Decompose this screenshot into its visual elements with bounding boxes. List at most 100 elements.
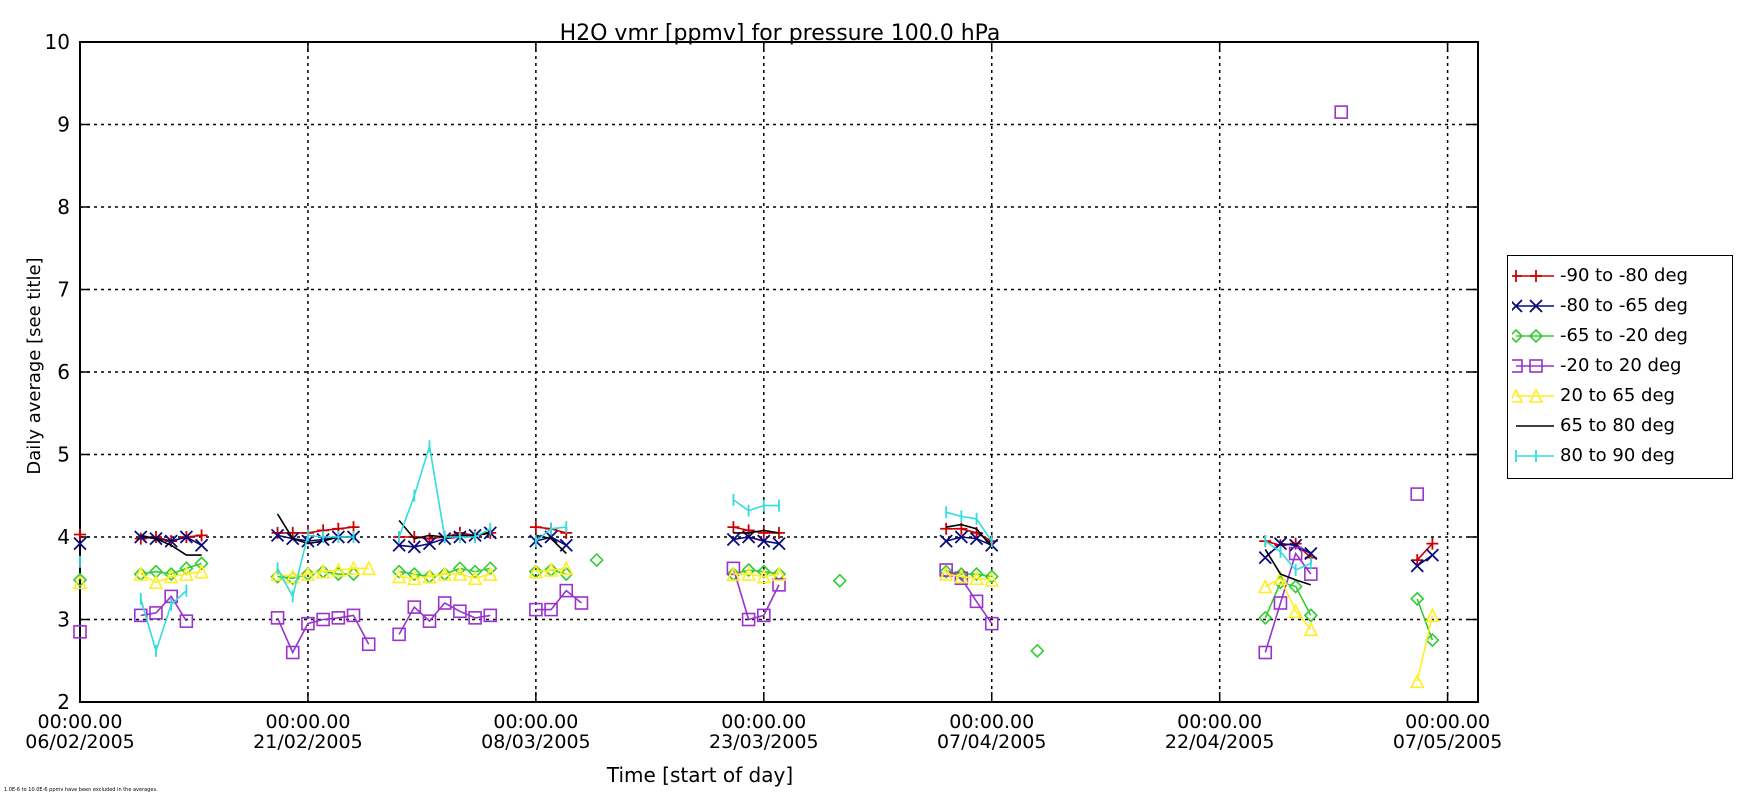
data-point bbox=[391, 564, 407, 579]
data-point bbox=[529, 521, 542, 534]
x-tick-time: 00:00.00 bbox=[265, 711, 350, 733]
legend-swatch bbox=[1512, 388, 1554, 403]
series-layer bbox=[72, 105, 1440, 689]
data-point bbox=[528, 563, 544, 579]
data-point bbox=[467, 570, 483, 586]
data-point bbox=[407, 570, 422, 586]
legend-label: 20 to 65 deg bbox=[1560, 385, 1675, 406]
y-tick-label: 8 bbox=[57, 195, 70, 219]
legend-marker bbox=[1529, 359, 1543, 373]
legend-item: -90 to -80 deg bbox=[1512, 262, 1730, 292]
x-axis: 00:00.0006/02/200500:00.0021/02/200500:0… bbox=[25, 42, 1502, 753]
data-point bbox=[1258, 550, 1272, 565]
series-line bbox=[733, 573, 780, 578]
data-point bbox=[73, 536, 87, 551]
data-point bbox=[832, 573, 847, 588]
series-line bbox=[276, 534, 354, 599]
data-point bbox=[179, 614, 194, 628]
legend-label: 80 to 90 deg bbox=[1560, 445, 1675, 466]
series-line bbox=[140, 595, 188, 622]
legend: -90 to -80 deg -80 to -65 deg -65 to -20 d… bbox=[1507, 255, 1733, 479]
series-line bbox=[1264, 581, 1312, 619]
y-tick-label: 7 bbox=[57, 278, 70, 302]
series-line bbox=[946, 570, 992, 578]
data-point bbox=[164, 566, 179, 582]
data-point bbox=[741, 566, 756, 581]
data-point bbox=[1304, 546, 1318, 561]
data-point bbox=[543, 562, 559, 577]
chart-title: H2O vmr [ppmv] for pressure 100.0 hPa bbox=[560, 21, 1001, 46]
data-point bbox=[939, 564, 954, 579]
data-point bbox=[316, 612, 330, 627]
data-point bbox=[771, 566, 787, 581]
data-point bbox=[1303, 621, 1319, 637]
data-point bbox=[483, 608, 498, 623]
series-line bbox=[733, 529, 780, 534]
series-line bbox=[398, 601, 491, 635]
legend-marker bbox=[1528, 388, 1544, 403]
data-point bbox=[437, 566, 452, 581]
series-6 bbox=[140, 513, 1312, 586]
series-line bbox=[946, 573, 992, 581]
x-tick-time: 00:00.00 bbox=[721, 711, 806, 733]
data-point bbox=[954, 568, 969, 584]
data-point bbox=[1409, 673, 1425, 689]
series-line bbox=[1416, 543, 1433, 561]
legend-swatch bbox=[1512, 328, 1554, 344]
x-tick-time: 00:00.00 bbox=[949, 711, 1034, 733]
series-line bbox=[1264, 577, 1312, 630]
legend-item: -65 to -20 deg bbox=[1512, 322, 1730, 352]
series-line bbox=[140, 534, 202, 556]
legend-marker bbox=[1512, 299, 1523, 313]
x-tick-time: 00:00.00 bbox=[493, 711, 578, 733]
data-point bbox=[149, 606, 163, 620]
series-7 bbox=[79, 440, 1312, 657]
data-point bbox=[772, 536, 786, 551]
x-tick-label: 07/05/2005 bbox=[1393, 731, 1503, 753]
legend-marker bbox=[1512, 328, 1524, 344]
data-point bbox=[940, 522, 953, 535]
legend-item: 80 to 90 deg bbox=[1512, 442, 1730, 472]
data-point bbox=[72, 572, 88, 588]
data-point bbox=[1425, 632, 1440, 648]
data-point bbox=[1411, 554, 1424, 567]
series-line bbox=[1264, 551, 1312, 653]
legend-swatch bbox=[1516, 425, 1554, 427]
y-tick-label: 3 bbox=[57, 608, 70, 632]
data-point bbox=[726, 532, 741, 547]
data-point bbox=[392, 538, 406, 552]
data-point bbox=[271, 526, 284, 539]
data-point bbox=[392, 627, 406, 642]
data-point bbox=[1288, 579, 1303, 594]
data-point bbox=[969, 570, 984, 586]
data-point bbox=[1288, 603, 1303, 619]
data-point bbox=[163, 568, 179, 584]
data-point bbox=[285, 645, 300, 660]
legend-marker bbox=[1528, 328, 1544, 344]
x-tick-label: 22/04/2005 bbox=[1165, 731, 1275, 753]
data-point bbox=[179, 530, 194, 544]
data-point bbox=[984, 572, 1000, 587]
data-point bbox=[727, 521, 740, 534]
data-point bbox=[133, 608, 148, 623]
data-point bbox=[194, 538, 209, 552]
series-line bbox=[398, 446, 491, 538]
data-point bbox=[437, 596, 452, 610]
legend-label: -20 to 20 deg bbox=[1560, 355, 1682, 376]
data-point bbox=[315, 563, 331, 579]
data-point bbox=[574, 596, 589, 610]
x-axis-label: Time [start of day] bbox=[606, 763, 793, 787]
data-point bbox=[270, 528, 285, 542]
data-point bbox=[285, 568, 301, 584]
data-point bbox=[453, 604, 467, 619]
data-point bbox=[194, 563, 209, 579]
data-point bbox=[954, 530, 968, 544]
data-point bbox=[938, 566, 954, 581]
legend-label: -65 to -20 deg bbox=[1560, 325, 1688, 346]
data-point bbox=[407, 600, 422, 614]
data-point bbox=[300, 566, 316, 581]
data-point bbox=[529, 602, 543, 617]
series-line bbox=[1264, 542, 1312, 559]
data-point bbox=[1030, 643, 1045, 658]
data-point bbox=[741, 612, 756, 627]
